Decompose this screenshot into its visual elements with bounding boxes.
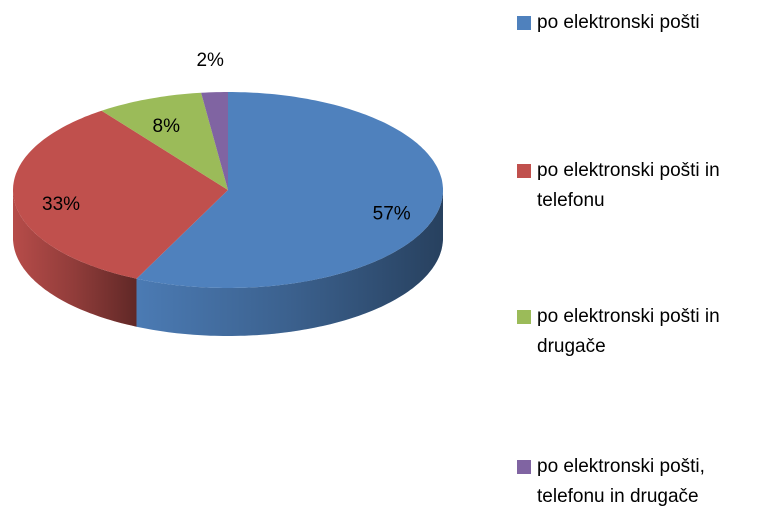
data-label: 2% — [196, 50, 224, 71]
legend-label: po elektronski pošti in drugače — [537, 306, 720, 357]
legend-swatch — [517, 310, 531, 324]
legend-item: po elektronski pošti in telefonu — [517, 156, 767, 216]
legend-label: po elektronski pošti — [537, 12, 700, 33]
legend-item: po elektronski pošti, telefonu in drugač… — [517, 452, 767, 512]
slice-side-shade — [136, 190, 443, 336]
slice-side-shade — [13, 190, 137, 327]
slice — [136, 92, 443, 288]
legend-label: po elektronski pošti, telefonu in drugač… — [537, 456, 705, 507]
legend-swatch — [517, 164, 531, 178]
legend-item: po elektronski pošti — [517, 8, 767, 38]
slice — [13, 110, 228, 279]
pie-area: 57% 33% 8% 2% — [13, 50, 443, 336]
data-label: 33% — [42, 194, 80, 215]
data-label: 8% — [153, 116, 181, 137]
legend-swatch — [517, 16, 531, 30]
data-label: 57% — [373, 204, 411, 225]
legend-label: po elektronski pošti in telefonu — [537, 160, 720, 211]
legend-swatch — [517, 460, 531, 474]
slice — [201, 92, 228, 190]
slice — [101, 92, 228, 190]
legend-item: po elektronski pošti in drugače — [517, 302, 767, 362]
